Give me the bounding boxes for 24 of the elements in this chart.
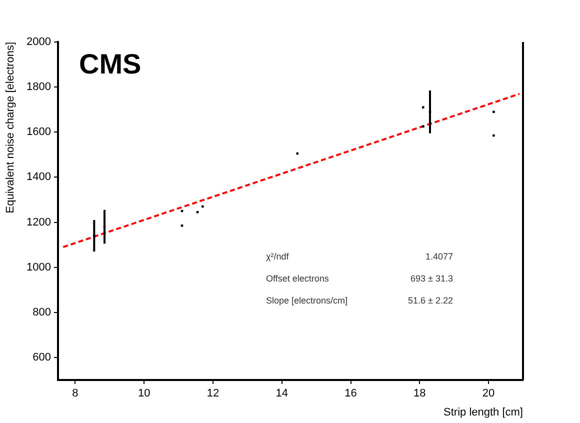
y-tick-label: 1600	[26, 126, 51, 138]
y-tick-label: 1000	[26, 261, 51, 274]
y-tick-label: 2000	[26, 36, 51, 48]
annotation: Slope [electrons/cm]	[266, 295, 348, 306]
y-tick-label: 1200	[26, 216, 51, 228]
y-tick-label: 800	[32, 306, 51, 318]
y-tick-label: 1400	[26, 171, 51, 184]
x-tick-label: 18	[414, 388, 426, 400]
x-tick-label: 20	[482, 388, 495, 400]
annotation: 1.4077	[425, 251, 453, 262]
chart-title: CMS	[79, 48, 142, 80]
annotation: χ²/ndf	[266, 251, 290, 262]
x-tick-label: 12	[206, 388, 220, 400]
annotation: 693 ± 31.3	[410, 273, 453, 284]
x-tick-label: 16	[344, 388, 357, 400]
x-tick-label: 8	[72, 388, 78, 400]
x-axis-title: Strip length [cm]	[444, 406, 523, 418]
x-tick-label: 14	[276, 388, 288, 400]
annotation: Offset electrons	[266, 273, 330, 284]
x-tick-label: 10	[138, 388, 150, 400]
y-axis-title: Equivalent noise charge [electrons]	[4, 42, 17, 214]
y-tick-label: 1800	[26, 81, 51, 94]
y-tick-label: 600	[32, 352, 51, 364]
annotation: 51.6 ± 2.22	[408, 295, 453, 306]
